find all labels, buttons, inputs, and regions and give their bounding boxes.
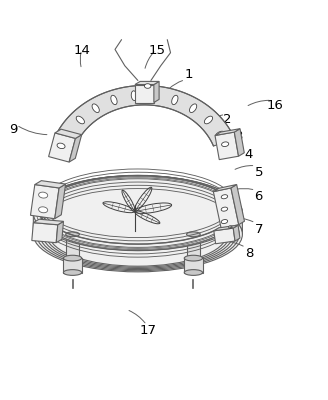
Polygon shape — [55, 129, 82, 138]
Polygon shape — [66, 234, 79, 265]
Polygon shape — [31, 184, 59, 219]
Polygon shape — [215, 129, 240, 136]
Text: 16: 16 — [267, 99, 283, 112]
Ellipse shape — [204, 116, 213, 124]
Text: 8: 8 — [245, 247, 253, 260]
Ellipse shape — [131, 91, 137, 100]
Ellipse shape — [33, 176, 242, 251]
Text: 17: 17 — [139, 324, 156, 337]
Ellipse shape — [215, 131, 225, 138]
Ellipse shape — [64, 131, 73, 138]
Polygon shape — [35, 181, 66, 188]
Polygon shape — [135, 84, 154, 102]
Ellipse shape — [63, 270, 82, 275]
Ellipse shape — [57, 143, 65, 148]
Text: 3: 3 — [235, 130, 243, 143]
Ellipse shape — [76, 116, 84, 124]
Polygon shape — [214, 188, 239, 228]
Polygon shape — [214, 184, 237, 192]
Polygon shape — [215, 132, 238, 160]
Polygon shape — [184, 258, 203, 272]
Ellipse shape — [221, 195, 228, 199]
Ellipse shape — [111, 95, 117, 105]
Ellipse shape — [39, 207, 48, 213]
Polygon shape — [187, 234, 200, 265]
Polygon shape — [233, 225, 240, 241]
Ellipse shape — [144, 84, 151, 88]
Ellipse shape — [190, 104, 197, 112]
Ellipse shape — [66, 232, 79, 237]
Polygon shape — [135, 82, 159, 84]
Ellipse shape — [184, 255, 203, 261]
Polygon shape — [32, 223, 58, 243]
Text: 2: 2 — [223, 114, 232, 126]
Polygon shape — [63, 258, 82, 272]
Polygon shape — [56, 221, 64, 243]
Ellipse shape — [152, 91, 157, 100]
Polygon shape — [33, 219, 64, 225]
Text: 7: 7 — [255, 223, 263, 236]
Ellipse shape — [39, 192, 48, 198]
Text: 1: 1 — [184, 68, 193, 81]
Text: 9: 9 — [10, 123, 18, 136]
Polygon shape — [214, 228, 235, 244]
Polygon shape — [55, 184, 66, 219]
Ellipse shape — [33, 197, 242, 272]
Polygon shape — [49, 133, 75, 162]
Polygon shape — [214, 225, 238, 231]
Polygon shape — [69, 135, 82, 162]
Polygon shape — [231, 184, 244, 225]
Polygon shape — [154, 82, 159, 102]
Ellipse shape — [221, 207, 228, 211]
Text: 4: 4 — [245, 148, 253, 161]
Ellipse shape — [229, 226, 232, 228]
Polygon shape — [234, 129, 244, 156]
Polygon shape — [54, 86, 235, 146]
Text: 14: 14 — [74, 44, 91, 57]
Ellipse shape — [92, 104, 99, 112]
Ellipse shape — [63, 255, 82, 261]
Text: 6: 6 — [255, 190, 263, 203]
Ellipse shape — [221, 220, 228, 224]
Ellipse shape — [222, 142, 229, 146]
Ellipse shape — [187, 232, 200, 237]
Text: 5: 5 — [255, 166, 263, 179]
Text: 15: 15 — [149, 44, 166, 57]
Polygon shape — [33, 176, 242, 234]
Ellipse shape — [184, 270, 203, 275]
Ellipse shape — [172, 95, 178, 105]
